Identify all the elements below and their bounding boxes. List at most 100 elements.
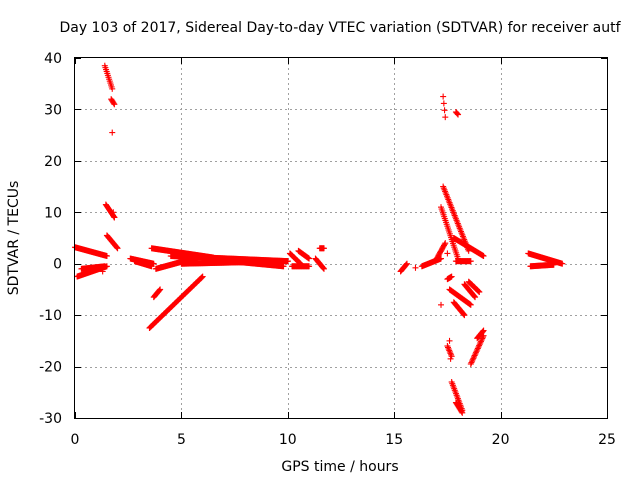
data-point bbox=[472, 351, 479, 358]
data-point bbox=[442, 114, 449, 121]
data-point bbox=[474, 345, 481, 352]
x-tick-label: 15 bbox=[385, 432, 403, 448]
data-point bbox=[469, 356, 476, 363]
data-point bbox=[320, 265, 327, 272]
data-point bbox=[470, 355, 477, 362]
y-tick-label: 10 bbox=[44, 205, 62, 221]
data-point bbox=[280, 263, 287, 270]
data-point bbox=[460, 311, 467, 318]
data-point bbox=[480, 253, 487, 259]
data-point bbox=[157, 286, 164, 293]
data-point bbox=[476, 342, 483, 349]
data-point bbox=[477, 339, 484, 346]
data-point bbox=[441, 107, 448, 114]
x-tick-label: 5 bbox=[177, 432, 186, 448]
data-point bbox=[479, 328, 486, 335]
data-point bbox=[476, 289, 483, 295]
data-point bbox=[448, 353, 455, 360]
x-axis-label: GPS time / hours bbox=[281, 459, 398, 475]
data-point bbox=[480, 327, 487, 334]
data-points bbox=[72, 62, 566, 416]
data-point bbox=[438, 301, 445, 308]
data-point bbox=[471, 293, 478, 300]
data-point bbox=[444, 250, 451, 257]
data-point bbox=[458, 408, 465, 415]
y-tick-label: -20 bbox=[39, 360, 62, 376]
data-point bbox=[199, 273, 206, 280]
data-point bbox=[156, 287, 163, 294]
data-point bbox=[113, 244, 120, 251]
y-tick-label: 0 bbox=[53, 257, 62, 273]
data-point bbox=[306, 263, 313, 270]
x-tick-label: 0 bbox=[71, 432, 80, 448]
data-point bbox=[471, 352, 478, 359]
y-tick-label: 30 bbox=[44, 102, 62, 118]
data-point bbox=[467, 301, 474, 308]
data-point bbox=[467, 361, 474, 367]
data-point bbox=[447, 355, 454, 362]
data-point bbox=[320, 245, 327, 252]
x-tick-label: 10 bbox=[279, 432, 297, 448]
data-point bbox=[148, 263, 155, 270]
data-point bbox=[111, 214, 118, 221]
data-point bbox=[448, 273, 455, 280]
data-point bbox=[475, 287, 482, 294]
data-point bbox=[478, 336, 485, 343]
data-point bbox=[441, 241, 448, 248]
data-point bbox=[412, 264, 419, 271]
data-point bbox=[454, 110, 461, 117]
data-point bbox=[455, 111, 462, 118]
y-tick-labels: 40 30 20 10 0 -10 -20 -30 bbox=[39, 51, 62, 427]
data-point bbox=[199, 274, 206, 281]
data-point bbox=[446, 337, 453, 344]
y-tick-label: -10 bbox=[39, 308, 62, 324]
axis-ticks bbox=[75, 58, 608, 419]
plot-frame bbox=[74, 57, 608, 419]
y-axis-label: SDTVAR / TECUs bbox=[6, 181, 22, 296]
y-tick-label: -30 bbox=[39, 411, 62, 427]
data-point bbox=[103, 253, 110, 259]
data-point bbox=[111, 101, 118, 108]
data-point bbox=[110, 100, 117, 107]
grid-lines bbox=[75, 58, 607, 418]
data-point bbox=[559, 260, 566, 267]
data-point bbox=[461, 312, 468, 319]
data-point bbox=[101, 263, 108, 270]
data-point bbox=[114, 245, 121, 252]
data-point bbox=[468, 359, 475, 366]
data-point bbox=[472, 294, 479, 301]
data-point bbox=[550, 261, 557, 268]
chart-title: Day 103 of 2017, Sidereal Day-to-day VTE… bbox=[59, 20, 621, 36]
data-point bbox=[474, 346, 481, 353]
x-tick-label: 20 bbox=[492, 432, 510, 448]
y-tick-label: 20 bbox=[44, 154, 62, 170]
data-point bbox=[469, 358, 476, 365]
data-point bbox=[467, 258, 474, 265]
data-point bbox=[110, 209, 117, 216]
data-point bbox=[198, 274, 205, 281]
data-point bbox=[284, 258, 291, 265]
data-point bbox=[99, 268, 106, 275]
data-point bbox=[403, 261, 410, 268]
data-point bbox=[440, 100, 447, 107]
data-point bbox=[442, 240, 449, 247]
data-point bbox=[403, 260, 410, 267]
data-point bbox=[320, 265, 327, 272]
data-point bbox=[109, 129, 116, 136]
data-point bbox=[440, 93, 447, 100]
x-tick-label: 25 bbox=[598, 432, 616, 448]
data-point bbox=[472, 349, 479, 356]
data-point bbox=[473, 348, 480, 355]
data-point bbox=[478, 338, 485, 345]
data-point bbox=[475, 288, 482, 295]
data-point bbox=[475, 344, 482, 351]
data-point bbox=[459, 409, 466, 416]
data-point bbox=[306, 255, 313, 262]
x-tick-labels: 0 5 10 15 20 25 bbox=[71, 432, 616, 448]
data-point bbox=[471, 353, 477, 360]
y-tick-label: 40 bbox=[44, 51, 62, 67]
data-point bbox=[476, 341, 483, 348]
data-point bbox=[479, 335, 486, 342]
data-point bbox=[109, 85, 116, 92]
